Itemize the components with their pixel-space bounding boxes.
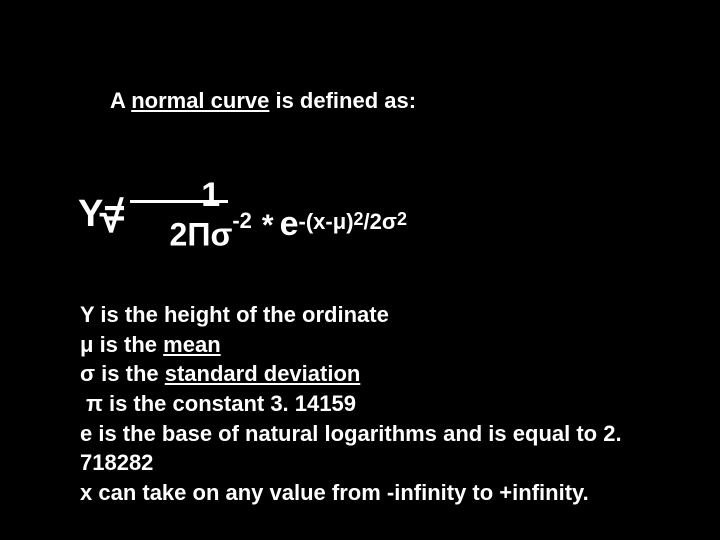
def-sigma: σ is the standard deviation	[80, 359, 660, 389]
formula-denominator: 2Πσ-2	[170, 214, 252, 251]
def-mu-link: mean	[163, 332, 220, 357]
formula: Y= 1 √ 2Πσ-2 * e-(x-μ)2/2σ2	[78, 178, 407, 251]
slide: A normal curve is defined as: Y= 1 √ 2Πσ…	[0, 0, 720, 540]
definitions: Y is the height of the ordinate μ is the…	[80, 300, 660, 508]
def-mu-pre: μ is the	[80, 332, 163, 357]
exp-p1: -(x-μ)	[299, 209, 354, 234]
title-suffix: is defined as:	[269, 88, 416, 113]
formula-e: e	[280, 205, 299, 243]
def-sigma-pre: σ is the	[80, 361, 165, 386]
den-exp: -2	[232, 208, 252, 233]
den-base: 2Πσ	[170, 217, 233, 253]
title-underlined: normal curve	[131, 88, 269, 113]
title-line: A normal curve is defined as:	[110, 88, 416, 114]
formula-e-part: e-(x-μ)2/2σ2	[280, 205, 407, 244]
def-e: e is the base of natural logarithms and …	[80, 419, 660, 478]
exp-p2: /2σ	[364, 209, 397, 234]
def-mu: μ is the mean	[80, 330, 660, 360]
formula-fraction: 1 √ 2Πσ-2	[134, 178, 252, 251]
def-y: Y is the height of the ordinate	[80, 300, 660, 330]
radical-symbol: √	[100, 196, 124, 240]
fraction-bar	[130, 200, 228, 203]
title-prefix: A	[110, 88, 131, 113]
exp-s1: 2	[354, 209, 364, 229]
def-sigma-link: standard deviation	[165, 361, 361, 386]
def-x: x can take on any value from -infinity t…	[80, 478, 660, 508]
formula-star: *	[262, 209, 274, 243]
formula-exponent: -(x-μ)2/2σ2	[299, 209, 407, 234]
def-pi: π is the constant 3. 14159	[80, 389, 660, 419]
exp-s2: 2	[397, 209, 407, 229]
